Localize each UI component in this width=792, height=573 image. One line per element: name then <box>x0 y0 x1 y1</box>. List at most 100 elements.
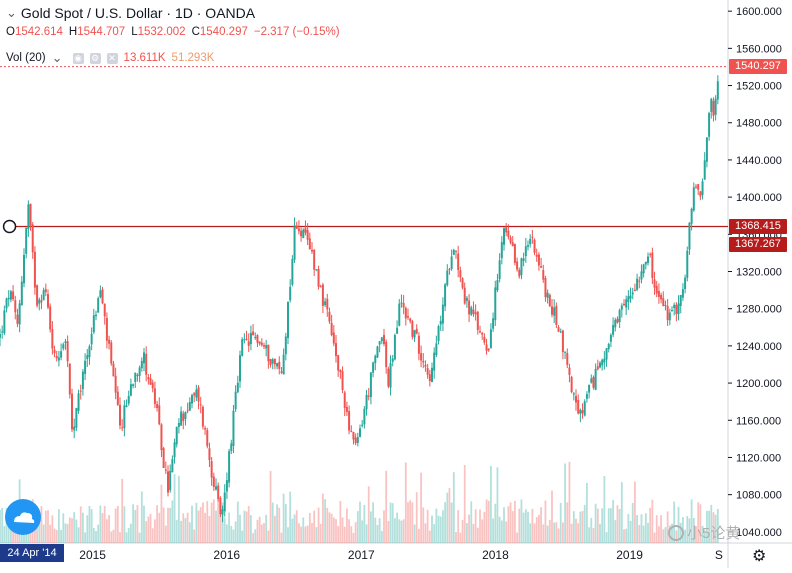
candle-body <box>463 287 466 304</box>
candle-body <box>372 362 375 373</box>
volume-bar <box>62 513 65 543</box>
volume-bar <box>610 508 612 543</box>
candle-body <box>446 270 449 286</box>
candle-body <box>341 371 344 390</box>
candle-body <box>485 344 488 351</box>
volume-bar <box>332 517 335 543</box>
candle-body <box>116 391 119 405</box>
candle-body <box>527 245 529 247</box>
close-icon[interactable]: ✕ <box>106 52 118 64</box>
watermark-text: 小5论黄 <box>687 525 741 542</box>
candle-body <box>132 384 135 386</box>
volume-bar <box>287 527 289 543</box>
volume-bar <box>540 507 542 543</box>
candle-body <box>112 363 115 377</box>
volume-bar <box>522 512 525 543</box>
volume-bar <box>649 507 652 543</box>
volume-bar <box>306 525 309 543</box>
volume-bar <box>71 518 73 543</box>
candle-body <box>79 390 82 392</box>
volume-bar <box>36 517 38 543</box>
volume-bar <box>230 526 233 543</box>
candle-body <box>136 374 139 376</box>
candle-body <box>64 341 67 344</box>
volume-bar <box>601 508 604 543</box>
candle-body <box>544 278 547 298</box>
candle-body <box>57 357 60 361</box>
candle-body <box>295 225 298 229</box>
volume-bar <box>226 524 228 543</box>
volume-bar <box>82 512 84 543</box>
candle-body <box>103 303 106 317</box>
candle-body <box>631 292 634 295</box>
candle-body <box>119 404 121 426</box>
volume-bar <box>579 511 582 543</box>
eye-icon[interactable]: ◉ <box>72 52 84 64</box>
candle-body <box>300 230 303 237</box>
y-tick-label: 1440.000 <box>736 155 782 167</box>
candle-body <box>18 303 21 325</box>
candle-body <box>311 249 313 252</box>
volume-bar <box>134 509 137 543</box>
volume-bar <box>208 516 211 543</box>
volume-bar <box>688 518 691 543</box>
candle-body <box>638 280 641 282</box>
settings-gear-icon[interactable]: ⚙ <box>752 548 767 565</box>
candle-body <box>33 251 36 288</box>
volume-bar <box>618 509 621 543</box>
candle-body <box>293 225 296 260</box>
volume-bar <box>616 505 619 543</box>
volume-dropdown-icon[interactable]: ⌄ <box>51 50 63 65</box>
volume-bar <box>442 510 444 543</box>
settings-icon[interactable]: ⚙ <box>89 52 101 64</box>
candle-body <box>217 485 220 500</box>
horizontal-line-anchor-handle[interactable] <box>2 219 17 234</box>
volume-bar <box>673 501 676 543</box>
volume-bar <box>479 509 481 543</box>
y-tick-label: 1120.000 <box>736 452 781 464</box>
symbol-dropdown-icon[interactable]: ⌄ <box>6 5 17 20</box>
volume-bar <box>156 505 158 543</box>
chart-title[interactable]: Gold Spot / U.S. Dollar · 1D · OANDA <box>20 5 256 21</box>
candle-body <box>605 348 608 360</box>
hline-price-tag-top: 1368.415 <box>729 218 787 234</box>
volume-bar <box>276 504 278 543</box>
y-tick-label: 1200.000 <box>736 378 782 390</box>
volume-bar <box>422 507 425 543</box>
candle-body <box>671 310 673 312</box>
candle-body <box>114 375 117 393</box>
tradingview-cloud-icon[interactable] <box>5 499 41 535</box>
volume-bar <box>280 532 283 543</box>
chart-header: ⌄ Gold Spot / U.S. Dollar · 1D · OANDA <box>6 5 255 21</box>
candle-body <box>424 364 427 367</box>
volume-bar <box>529 523 532 543</box>
candle-body <box>402 303 405 308</box>
candle-body <box>494 287 497 321</box>
candle-body <box>439 320 442 325</box>
candle-body <box>393 334 396 360</box>
volume-bar <box>636 515 638 543</box>
volume-label[interactable]: Vol (20) <box>6 52 46 64</box>
candle-body <box>389 363 392 388</box>
candle-body <box>498 260 501 280</box>
candle-body <box>221 509 224 515</box>
candle-body <box>542 270 545 280</box>
volume-bar <box>269 470 272 543</box>
volume-bar <box>435 508 438 543</box>
candle-body <box>714 98 717 115</box>
candle-body <box>345 406 348 412</box>
volume-bar <box>706 510 708 543</box>
candle-body <box>160 424 163 451</box>
volume-bar <box>564 463 566 543</box>
candle-body <box>492 318 495 329</box>
candle-body <box>201 406 204 427</box>
volume-bar <box>7 518 10 543</box>
volume-bar <box>298 523 300 543</box>
volume-bar <box>581 510 584 543</box>
wechat-icon <box>668 524 684 541</box>
volume-bar <box>149 513 152 543</box>
volume-bar <box>588 527 590 543</box>
volume-bar <box>250 515 252 543</box>
candle-body <box>431 367 433 383</box>
